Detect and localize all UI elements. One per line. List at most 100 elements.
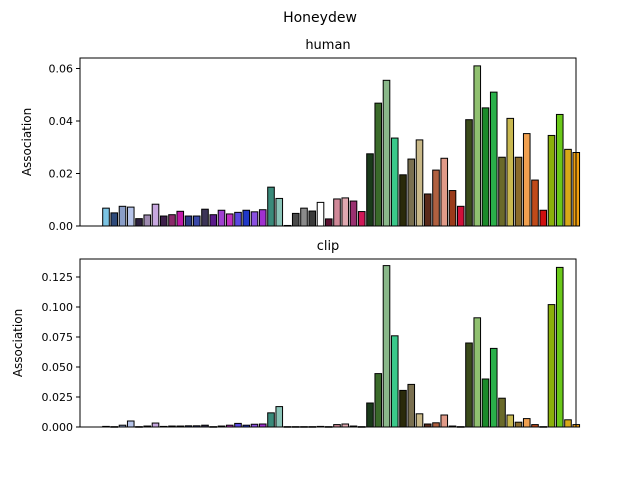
axes-frame (79, 258, 577, 428)
figure-suptitle: Honeydew (283, 10, 357, 26)
bar (126, 420, 135, 428)
bar (374, 102, 383, 227)
bar (489, 347, 498, 428)
bar (564, 148, 572, 227)
bar (135, 218, 143, 227)
bar (250, 211, 259, 227)
bar (399, 174, 407, 227)
bar (547, 304, 556, 428)
bar (341, 197, 350, 227)
bar (300, 207, 308, 227)
bar (407, 383, 416, 428)
bar (366, 153, 374, 227)
bar (242, 209, 251, 227)
bar (440, 157, 449, 227)
y-tick-label: 0.125 (42, 271, 74, 284)
bar (506, 414, 515, 428)
panel-title: human (305, 38, 350, 53)
bar (234, 211, 242, 227)
bar (399, 389, 407, 428)
bar (390, 335, 399, 428)
bar (506, 117, 515, 227)
bar (448, 190, 457, 227)
bar (407, 158, 416, 227)
bar (316, 201, 325, 227)
bar (432, 169, 440, 227)
bar (564, 419, 572, 428)
y-tick-label: 0.06 (49, 63, 74, 76)
bar (415, 413, 424, 428)
bar (118, 205, 127, 227)
bar (498, 156, 506, 227)
bar (473, 65, 482, 227)
bar (324, 218, 333, 227)
bar (390, 137, 399, 227)
bar (349, 200, 358, 227)
bar (159, 215, 168, 227)
bar (465, 119, 473, 227)
bar (201, 208, 209, 227)
human-panel: human 0.00 0.02 0.04 0.06 Association (20, 38, 581, 233)
bar (366, 402, 374, 428)
bar (176, 210, 185, 227)
bar (291, 212, 300, 227)
bar (423, 193, 432, 227)
bar (432, 422, 440, 428)
bar (498, 397, 506, 428)
bar (225, 213, 234, 227)
bar (110, 212, 119, 227)
bar (308, 210, 317, 227)
bar (382, 79, 391, 227)
bar (151, 203, 160, 227)
y-tick-label: 0.000 (42, 421, 74, 434)
bar (531, 179, 539, 227)
bar (258, 209, 267, 227)
bar (275, 197, 284, 227)
bar (465, 342, 473, 428)
bar (234, 422, 242, 428)
y-tick-label: 0.100 (42, 301, 74, 314)
bar (539, 209, 548, 227)
bar (481, 378, 490, 428)
bar (143, 214, 152, 227)
bar (357, 211, 366, 227)
panel-title: clip (317, 239, 340, 254)
bar (489, 91, 498, 227)
bar (217, 209, 226, 227)
bar (547, 134, 556, 227)
bar (184, 215, 193, 227)
bar (440, 414, 449, 428)
bar (522, 418, 531, 428)
y-tick-label: 0.025 (42, 391, 74, 404)
bar (275, 406, 284, 428)
bar (382, 265, 391, 428)
y-tick-label: 0.04 (49, 115, 74, 128)
bar (555, 266, 564, 428)
bar (522, 133, 531, 227)
y-axis-label: Association (11, 309, 25, 377)
y-axis-label: Association (20, 108, 34, 176)
bar (415, 139, 424, 227)
y-tick-label: 0.00 (49, 220, 74, 233)
bar (151, 422, 160, 428)
bar (209, 214, 218, 227)
y-tick-label: 0.050 (42, 361, 74, 374)
bar (514, 421, 523, 428)
bar (456, 205, 465, 227)
bar (481, 107, 490, 227)
y-tick-label: 0.02 (49, 168, 74, 181)
clip-panel: clip 0.000 0.025 0.050 0.075 0.100 0.125 Associ… (11, 239, 581, 434)
axes-frame (79, 57, 577, 227)
bar (126, 206, 135, 227)
bar (168, 214, 176, 227)
bar (267, 412, 275, 428)
bar (374, 373, 383, 428)
bar (473, 317, 482, 428)
bar (102, 207, 110, 227)
bar (333, 198, 341, 227)
bar (555, 113, 564, 227)
bar (267, 186, 275, 227)
